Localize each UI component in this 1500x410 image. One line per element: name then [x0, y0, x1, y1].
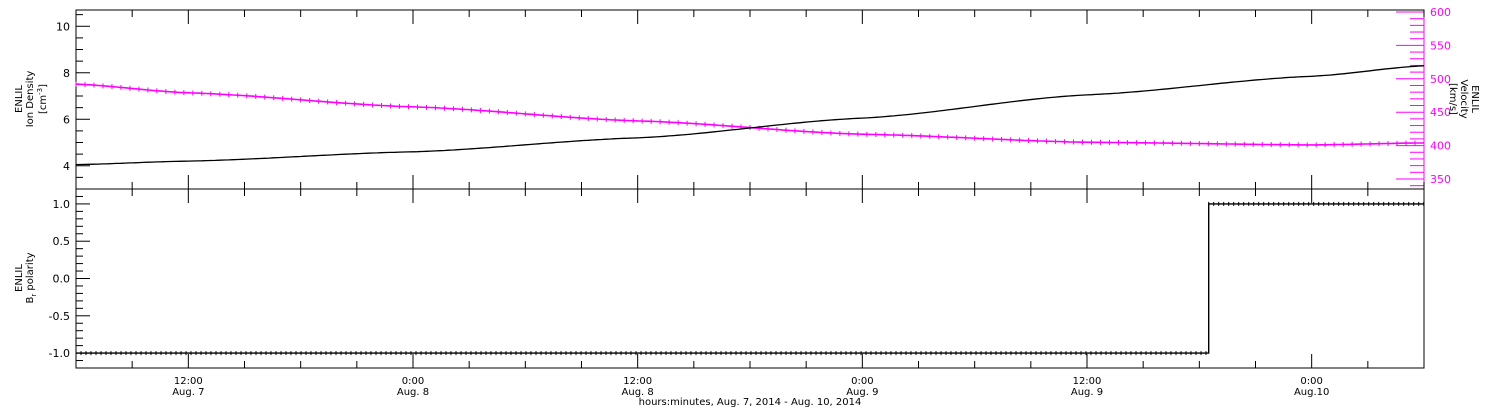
velocity-tick-label: 350	[1430, 173, 1451, 186]
density-unit-base: [cm	[38, 95, 49, 114]
velocity-series	[75, 83, 1425, 146]
x-tick-time-label: 12:00	[174, 376, 203, 387]
density-tick-label: 4	[63, 160, 70, 173]
x-tick-date-label: Aug.10	[1294, 387, 1329, 398]
polarity-tick-label: -0.5	[49, 310, 70, 323]
x-axis-title: hours:minutes, Aug. 7, 2014 - Aug. 10, 2…	[639, 397, 862, 408]
x-tick-date-label: Aug. 8	[622, 387, 654, 398]
velocity-tick-label: 600	[1430, 6, 1451, 19]
density-tick-label: 8	[63, 67, 70, 80]
velocity-tick-label: 450	[1430, 106, 1451, 119]
velocity-tick-label: 500	[1430, 73, 1451, 86]
density-unit: [cm-3]	[36, 84, 49, 114]
density-title-line-1: ENLIL	[14, 85, 25, 113]
density-title-line-2: Ion Density	[25, 71, 36, 128]
density-tick-label: 10	[56, 20, 70, 33]
bottom-left-axis-title: ENLIL Br polarity	[14, 252, 38, 303]
bottom-panel-frame	[75, 188, 1425, 369]
polarity-title-rest: polarity	[25, 252, 36, 293]
polarity-tick-label: 0.0	[53, 273, 71, 286]
bottom-left-axis: -1.0 -0.5 0.0 0.5 1.0	[49, 188, 90, 369]
polarity-tick-label: -1.0	[49, 347, 70, 360]
polarity-title-line-2: Br polarity	[25, 252, 38, 303]
top-left-axis-title: ENLIL Ion Density [cm-3]	[14, 71, 49, 128]
x-tick-time-label: 12:00	[623, 376, 652, 387]
top-panel-frame	[75, 9, 1425, 190]
velocity-title-line-2: Velocity	[1458, 79, 1469, 118]
bottom-x-ticks	[75, 189, 1425, 368]
polarity-title-b: B	[25, 297, 36, 304]
x-tick-time-label: 0:00	[851, 376, 873, 387]
x-tick-date-label: Aug. 9	[846, 387, 878, 398]
top-left-axis: 4 6 8 10	[56, 14, 90, 190]
polarity-series	[76, 203, 1424, 354]
polarity-tick-label: 0.5	[53, 235, 71, 248]
density-series	[75, 65, 1425, 166]
velocity-title-line-3: [km/s]	[1447, 83, 1458, 115]
top-panel: 4 6 8 10 350 400 450 500 550 600 ENLIL Ion Densi…	[14, 6, 1480, 190]
polarity-tick-label: 1.0	[53, 198, 71, 211]
velocity-markers	[75, 81, 1425, 148]
bottom-panel: -1.0 -0.5 0.0 0.5 1.0 ENLIL Br polarity	[14, 188, 1425, 369]
top-right-axis-title: ENLIL Velocity [km/s]	[1447, 79, 1480, 118]
x-tick-time-label: 0:00	[402, 376, 424, 387]
x-tick-time-label: 0:00	[1300, 376, 1322, 387]
top-right-axis: 350 400 450 500 550 600	[1396, 6, 1451, 189]
polarity-title-line-1: ENLIL	[14, 264, 25, 292]
x-tick-time-label: 12:00	[1073, 376, 1102, 387]
density-tick-label: 6	[63, 113, 70, 126]
velocity-tick-label: 400	[1430, 140, 1451, 153]
polarity-markers	[75, 201, 1425, 356]
top-x-ticks	[75, 10, 1425, 189]
polarity-title-sub: r	[30, 294, 38, 297]
x-tick-date-label: Aug. 7	[172, 387, 204, 398]
velocity-tick-label: 550	[1430, 39, 1451, 52]
x-tick-date-label: Aug. 9	[1071, 387, 1103, 398]
x-tick-date-label: Aug. 8	[397, 387, 429, 398]
density-unit-sup: -3	[36, 88, 44, 95]
velocity-title-line-1: ENLIL	[1469, 85, 1480, 113]
density-unit-close: ]	[38, 84, 49, 88]
